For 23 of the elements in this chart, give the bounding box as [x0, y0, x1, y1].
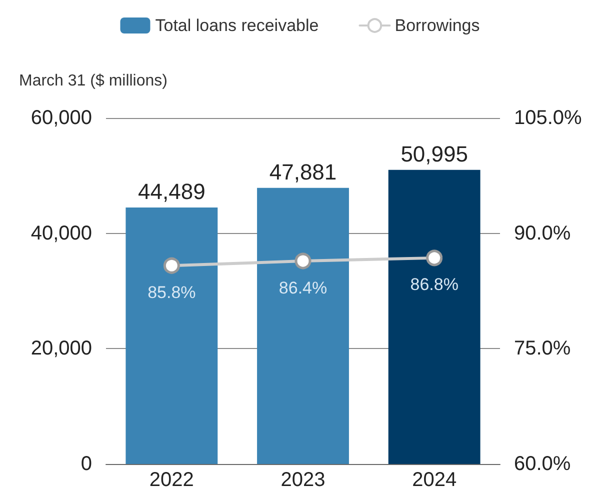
- data-label: 86.8%: [410, 275, 458, 294]
- legend-label: Borrowings: [394, 16, 480, 35]
- data-label: 85.8%: [148, 282, 196, 302]
- y2-tick-label: 75.0%: [514, 338, 571, 360]
- y2-tick-label: 60.0%: [514, 453, 571, 475]
- x-tick-label: 2023: [280, 469, 326, 491]
- data-label: 47,881: [269, 159, 337, 184]
- y-axis-title: March 31 ($ millions): [19, 72, 168, 90]
- bar: [257, 188, 349, 464]
- bar: [388, 170, 480, 464]
- data-label: 50,995: [400, 141, 468, 166]
- y-tick-label: 20,000: [30, 338, 92, 360]
- data-label: 44,489: [138, 178, 206, 204]
- data-label: 86.4%: [278, 278, 328, 298]
- y2-tick-label: 90.0%: [514, 222, 571, 244]
- y-tick-label: 0: [80, 453, 92, 475]
- y-tick-label: 60,000: [30, 107, 92, 129]
- x-tick-label: 2024: [412, 469, 457, 491]
- legend-label: Total loans receivable: [155, 16, 319, 35]
- bar: [126, 207, 218, 464]
- y2-tick-label: 105.0%: [514, 107, 582, 129]
- x-tick-label: 2022: [149, 469, 194, 491]
- y-tick-label: 40,000: [30, 222, 92, 244]
